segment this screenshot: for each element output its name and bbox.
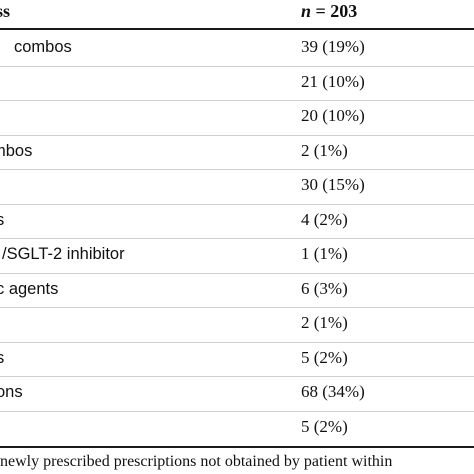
count-percent-cell: 4 (2%) [301, 209, 348, 229]
table-row: combos 39 (19%) [0, 32, 474, 67]
count-percent-cell: 1 (1%) [301, 244, 348, 263]
table-row: s 5 (2%) [0, 343, 474, 377]
count-percent-cell: 6 (3%) [301, 278, 348, 298]
n-count: = 203 [311, 1, 358, 21]
table-row: /SGLT-2 inhibitor 1 (1%) [0, 239, 474, 274]
count-percent-cell: 30 (15%) [301, 175, 365, 194]
drug-class-cell: mbos [0, 141, 33, 160]
drug-class-cell: combos [14, 38, 72, 56]
table-row: ons 68 (34%) [0, 377, 474, 412]
count-percent-cell: 5 (2%) [301, 347, 348, 367]
drug-class-cell: c agents [0, 279, 59, 298]
table-header: ss n = 203 [0, 0, 474, 28]
table-row: mbos 2 (1%) [0, 136, 474, 170]
table-row: s 4 (2%) [0, 205, 474, 239]
header-rule [0, 28, 474, 30]
count-percent-cell: 5 (2%) [301, 416, 348, 436]
table-footnote: newly prescribed prescriptions not obtai… [0, 453, 393, 470]
count-percent-cell: 21 (10%) [301, 71, 365, 91]
n-symbol: n [301, 1, 312, 21]
drug-class-cell: ons [0, 383, 23, 401]
table-row: 2 (1%) [0, 308, 474, 343]
count-percent-cell: 39 (19%) [301, 37, 365, 56]
count-percent-cell: 2 (1%) [301, 140, 348, 160]
table-row: 5 (2%) [0, 412, 474, 447]
table-row: 21 (10%) [0, 67, 474, 101]
count-percent-cell: 20 (10%) [301, 106, 365, 125]
table-row: 30 (15%) [0, 170, 474, 205]
bottom-rule [0, 446, 474, 448]
drug-class-cell: s [0, 210, 5, 229]
table-row: c agents 6 (3%) [0, 274, 474, 308]
drug-class-cell: s [0, 348, 5, 367]
class-column-header: ss [0, 1, 11, 21]
count-percent-cell: 2 (1%) [301, 313, 348, 332]
count-percent-cell: 68 (34%) [301, 382, 365, 401]
drug-class-cell: /SGLT-2 inhibitor [2, 245, 125, 263]
n-column-header: n = 203 [301, 1, 357, 21]
table-row: 20 (10%) [0, 101, 474, 136]
